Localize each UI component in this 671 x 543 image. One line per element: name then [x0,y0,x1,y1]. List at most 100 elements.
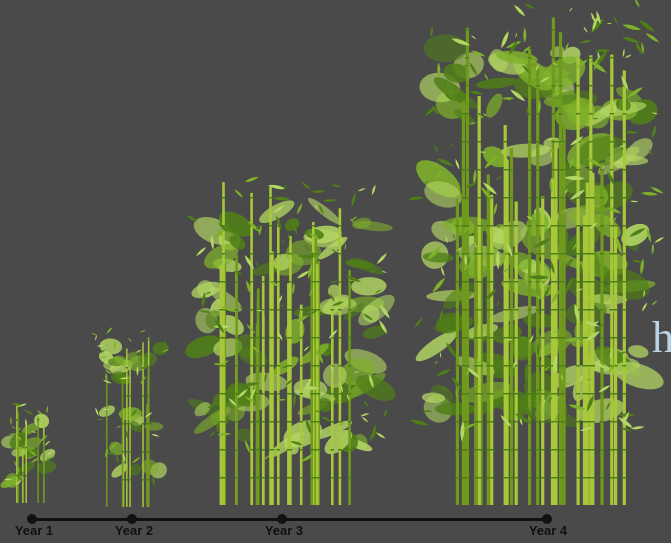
stalk-node [276,365,281,367]
bamboo-leaf [550,197,556,199]
stalk-node [576,253,581,255]
bamboo-stalk [477,96,481,505]
bamboo-leaf [330,280,338,284]
stalk-node [540,393,545,395]
bamboo-leaf [41,474,48,476]
stalk-node [553,225,558,227]
stalk-node [613,337,618,339]
stalk-node [486,337,491,339]
bamboo-leaf [103,380,112,384]
stalk-node [455,393,460,395]
stalk-node [309,393,314,395]
stalk-node [505,365,510,367]
bamboo-leaf [296,202,303,215]
stalk-node [535,253,540,255]
stalk-node [558,309,563,311]
stalk-node [315,421,319,423]
bamboo-leaf [371,184,376,196]
timeline-label-year-1: Year 1 [14,523,54,538]
stalk-node [347,281,352,283]
stalk-node [509,421,514,423]
bamboo-leaf [331,184,342,188]
leaf-cluster [345,259,373,269]
bamboo-leaf [482,182,497,195]
bamboo-leaf [547,150,556,153]
stalk-node [473,365,478,367]
bamboo-leaf [629,227,646,237]
stalk-node [256,449,260,451]
bamboo-leaf [634,0,640,8]
bamboo-leaf [131,408,138,417]
stalk-node [558,449,563,451]
bamboo-leaf [570,189,585,200]
stalk-node [461,365,466,367]
stalk-node [576,421,581,423]
stalk-node [249,197,254,199]
stalk-node [276,477,281,479]
stalk-node [527,253,532,255]
bamboo-leaf [319,204,324,215]
leaf-cluster [476,77,518,89]
bamboo-leaf [213,363,223,366]
stalk-node [514,393,519,395]
bamboo-leaf [645,32,660,43]
stalk-node [576,169,581,171]
stalk-node [527,169,532,171]
bamboo-leaf [464,253,467,267]
bamboo-leaf [144,412,153,418]
bamboo-leaf [473,169,477,185]
leaf-cluster [141,459,159,476]
stalk-node [347,365,352,367]
stalk-node [477,337,482,339]
bamboo-leaf [553,415,558,424]
bamboo-leaf [125,429,129,440]
stalk-node [461,281,466,283]
stalk-node [288,477,293,479]
bamboo-stalk [331,307,334,505]
stalk-node [477,225,482,227]
stalk-node [147,479,150,481]
stalk-node [558,57,563,59]
stalk-node [473,253,478,255]
stalk-node [527,337,532,339]
bamboo-leaf [309,233,320,240]
bamboo-leaf [251,345,260,354]
bamboo-stalk [600,163,604,505]
stalk-node [599,169,605,171]
stalk-node [550,309,555,311]
stalk-node [582,337,587,339]
bamboo-leaf [96,344,106,347]
stalk-node [219,337,223,339]
stalk-node [141,367,145,369]
bamboo-leaf [500,248,506,268]
stalk-node [125,451,129,453]
bamboo-leaf [349,218,355,224]
bamboo-leaf [609,350,612,359]
stalk-node [147,395,150,397]
bamboo-leaf [45,456,55,461]
stalk-node [256,309,260,311]
bamboo-stalk [146,404,148,507]
stalk-node [141,423,145,425]
stalk-node [585,197,590,199]
stalk-node [558,113,563,115]
bamboo-leaf [432,277,446,293]
stalk-node [338,393,342,395]
bamboo-leaf [605,401,611,411]
stalk-node [540,197,545,199]
bamboo-leaf [626,87,643,98]
bamboo-leaf [572,242,578,250]
stalk-node [585,253,590,255]
stalk-node [609,477,614,479]
leaf-cluster [109,441,124,456]
stalk-node [527,393,532,395]
bamboo-leaf [305,417,312,435]
bamboo-leaf [585,379,593,381]
stalk-node [330,393,335,395]
stalk-node [561,365,566,367]
stalk-node [527,141,532,143]
bamboo-leaf [424,106,437,117]
bamboo-leaf [624,54,632,59]
stalk-node [315,477,319,479]
stalk-node [299,393,303,395]
